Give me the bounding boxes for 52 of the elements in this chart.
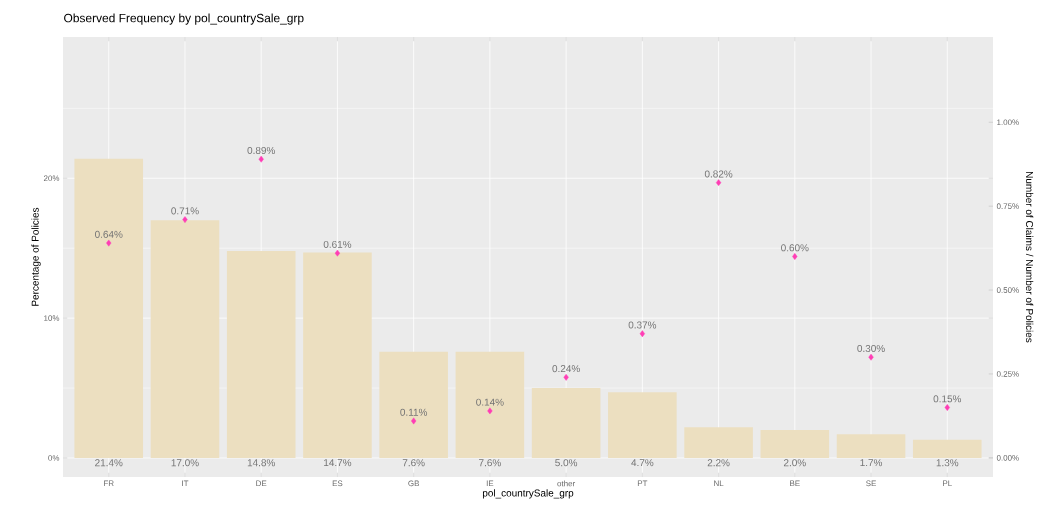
point [715,179,722,187]
bar [379,351,448,458]
bar [226,250,296,458]
data-label: 1.3% [936,459,959,467]
data-label: 0.37% [628,321,657,329]
bar [912,439,982,458]
x-axis-title: pol_countrySale_grp [482,489,574,499]
bar [531,388,601,458]
point [411,417,417,425]
chart-title: Observed Frequency by pol_countrySale_grp [64,13,304,25]
data-label: 0.82% [704,170,733,178]
data-label: 0.15% [933,395,962,403]
data-label: 4.7% [631,459,654,467]
data-label: 7.6% [479,459,501,467]
y-axis-title: Percentage of Policies [31,207,41,306]
data-label: 0.11% [400,408,428,416]
data-label: 1.7% [860,459,883,467]
data-label: 0.60% [781,244,809,252]
point [792,253,798,260]
data-label: 0.30% [857,344,885,352]
point [487,407,493,415]
bar [836,434,906,458]
bar [455,351,525,458]
data-label: 5.0% [555,459,578,467]
bar [608,392,677,458]
data-label: 0.24% [552,365,580,373]
point [868,353,874,361]
point [563,373,569,381]
data-label: 17.0% [171,459,199,467]
y2-axis-title: Number of Claims / Number of Policies [1025,171,1034,343]
data-label: 0.64% [95,230,123,238]
data-label: 0.61% [323,240,352,248]
data-label: 21.4% [95,459,123,467]
data-label: 2.2% [707,459,730,467]
bar [760,430,830,458]
data-label: 7.6% [402,459,425,467]
data-label: 14.8% [247,459,275,467]
point [944,404,950,411]
bar [150,220,220,458]
data-label: 0.14% [476,398,504,406]
bar [74,158,144,458]
bar [684,427,753,458]
point [639,330,645,338]
data-label: 0.89% [247,146,275,154]
point [334,249,341,257]
point [258,155,264,163]
data-label: 0.71% [171,207,199,215]
data-label: 2.0% [783,459,806,467]
point [106,239,112,247]
data-label: 14.7% [324,459,352,467]
bar [303,252,372,458]
point [182,216,188,223]
